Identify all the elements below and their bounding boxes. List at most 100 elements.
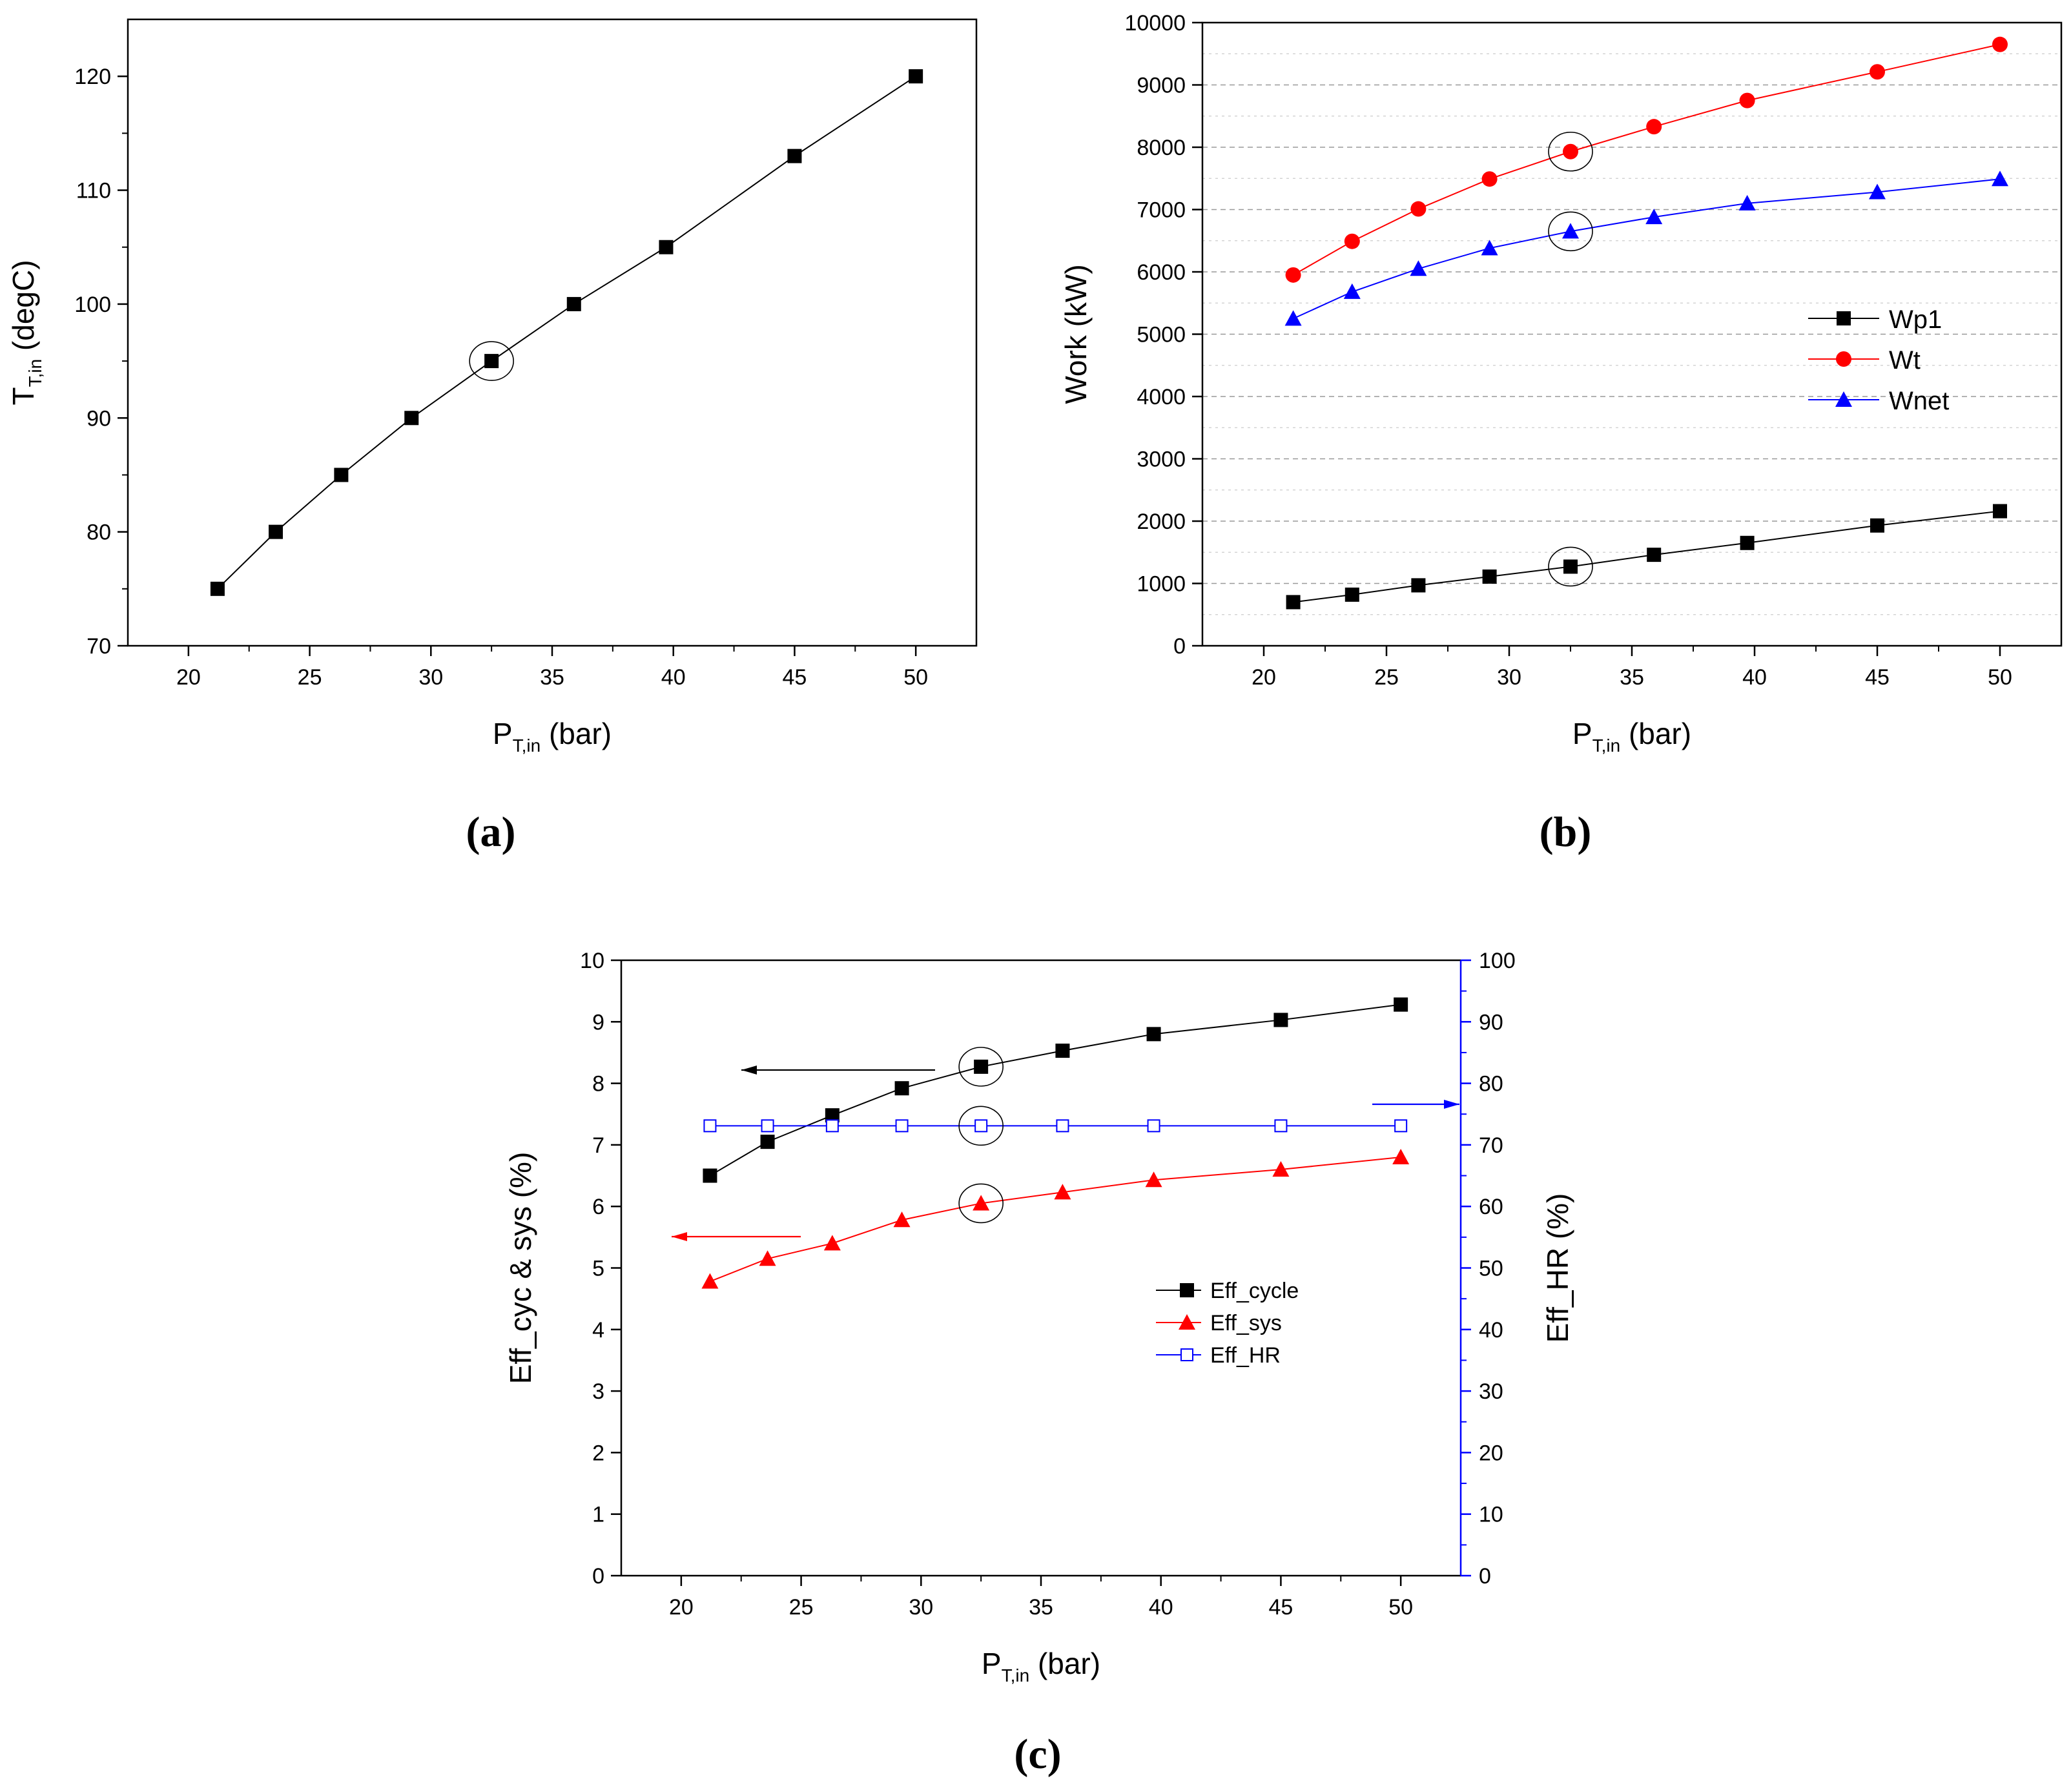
legend-label: Wnet <box>1889 387 1949 415</box>
y-right-tick-label: 60 <box>1479 1195 1503 1219</box>
y-tick-label: 0 <box>1173 634 1186 659</box>
data-point <box>269 524 283 539</box>
panel-label-c: (c) <box>1014 1731 1061 1778</box>
highlight-ellipse <box>1548 546 1593 587</box>
data-point-eff_cycle <box>1146 1027 1161 1042</box>
y-left-tick-label: 5 <box>592 1257 604 1281</box>
y-left-tick-label: 4 <box>592 1318 604 1343</box>
data-point-wnet <box>1410 260 1427 276</box>
y-right-tick-label: 20 <box>1479 1441 1503 1465</box>
y-left-axis-title: Eff_cyc & sys (%) <box>504 1152 537 1385</box>
y-right-tick-label: 50 <box>1479 1257 1503 1281</box>
y-left-tick-label: 9 <box>592 1010 604 1035</box>
highlight-ellipse <box>469 341 514 381</box>
x-axis-title: PT,in (bar) <box>493 717 612 756</box>
legend-label: Wp1 <box>1889 305 1942 334</box>
arrow-head <box>1444 1100 1459 1109</box>
y-right-tick-label: 100 <box>1479 949 1516 973</box>
data-point-eff_hr <box>1147 1119 1160 1133</box>
data-point-eff_sys <box>893 1211 911 1228</box>
data-point-eff_hr <box>895 1119 909 1133</box>
y-right-tick-label: 40 <box>1479 1318 1503 1343</box>
data-point-eff_sys <box>973 1195 990 1211</box>
data-point-wp1 <box>1345 587 1359 602</box>
data-point <box>566 296 581 311</box>
y-tick-label: 110 <box>76 179 111 203</box>
panel-label-a: (a) <box>466 808 516 856</box>
highlight-ellipse <box>958 1047 1004 1087</box>
data-point-wp1 <box>1647 548 1662 562</box>
data-point <box>659 240 674 254</box>
y-tick-label: 3000 <box>1137 448 1186 472</box>
x-tick-label: 25 <box>1374 665 1399 690</box>
data-point-eff_hr <box>1274 1119 1288 1133</box>
data-point-wt <box>1646 119 1662 135</box>
data-point-eff_hr <box>761 1119 774 1133</box>
y-left-tick-label: 0 <box>592 1564 604 1589</box>
x-tick-label: 35 <box>1620 665 1644 690</box>
x-tick-label: 35 <box>1029 1595 1053 1620</box>
highlight-ellipse <box>958 1183 1004 1224</box>
y-tick-label: 80 <box>87 520 111 545</box>
y-right-tick-label: 90 <box>1479 1010 1503 1035</box>
data-point-wp1 <box>1482 569 1497 584</box>
y-tick-label: 6000 <box>1137 260 1186 285</box>
x-tick-label: 20 <box>669 1595 694 1620</box>
data-point <box>909 69 923 84</box>
data-point-wp1 <box>1411 578 1426 593</box>
x-tick-label: 45 <box>783 665 807 690</box>
data-point-eff_cycle <box>1273 1013 1288 1027</box>
data-point <box>334 468 349 482</box>
data-point-eff_hr <box>1394 1119 1408 1133</box>
data-point-eff_cycle <box>894 1081 909 1096</box>
y-axis-title: Work (kW) <box>1059 264 1093 404</box>
series-line-t-in <box>217 76 916 590</box>
highlight-ellipse <box>1548 211 1593 252</box>
panel-b-chart: 20 25 30 35 40 45 50 0 1000 2000 3000 4000 5000 6000 7… <box>1059 11 2063 756</box>
legend-marker <box>1835 391 1852 407</box>
x-tick-label: 40 <box>661 665 686 690</box>
arrow-eff-cycle-left <box>741 1066 935 1075</box>
y-tick-label: 5000 <box>1137 323 1186 347</box>
series-line-wnet <box>1293 178 2001 320</box>
y-left-tick-label: 6 <box>592 1195 604 1219</box>
x-tick-label: 45 <box>1865 665 1890 690</box>
y-tick-label: 90 <box>87 406 111 431</box>
y-left-tick-label: 8 <box>592 1072 604 1097</box>
data-point-wnet <box>1284 310 1302 326</box>
data-point-eff_hr <box>825 1119 839 1133</box>
data-point-eff_cycle <box>825 1108 840 1123</box>
x-tick-label: 20 <box>1252 665 1276 690</box>
y-right-tick-label: 0 <box>1479 1564 1491 1589</box>
x-tick-label: 50 <box>1388 1595 1413 1620</box>
highlight-ellipse <box>958 1106 1004 1146</box>
y-tick-label: 8000 <box>1137 136 1186 160</box>
y-right-tick-label: 70 <box>1479 1133 1503 1158</box>
y-tick-label: 7000 <box>1137 198 1186 223</box>
data-point-eff_hr <box>703 1119 717 1133</box>
legend-marker <box>1836 351 1851 367</box>
data-point-eff_cycle <box>974 1059 989 1074</box>
data-point-wnet <box>1869 183 1886 200</box>
panel-a-chart: 20 25 30 35 40 45 50 70 80 90 100 110 120 PT,in (bar)… <box>6 18 978 756</box>
legend-label: Eff_HR <box>1210 1343 1281 1368</box>
series-line-wp1 <box>1293 510 2001 603</box>
y-tick-label: 100 <box>74 293 111 317</box>
legend-marker <box>1180 1283 1194 1297</box>
data-point-wnet <box>1481 240 1498 256</box>
data-point-wp1 <box>1870 518 1884 533</box>
series-line-eff_sys <box>710 1156 1401 1282</box>
legend-label: Eff_cycle <box>1210 1279 1299 1303</box>
data-point-eff_hr <box>1056 1119 1069 1133</box>
legend-marker <box>1837 311 1851 325</box>
x-tick-label: 40 <box>1742 665 1767 690</box>
y-left-tick-label: 3 <box>592 1379 604 1404</box>
x-tick-label: 35 <box>540 665 564 690</box>
x-tick-label: 40 <box>1149 1595 1173 1620</box>
data-point-eff_cycle <box>703 1168 717 1183</box>
data-point-eff_sys <box>823 1235 841 1251</box>
x-axis-title: PT,in (bar) <box>982 1647 1100 1685</box>
x-tick-label: 30 <box>909 1595 933 1620</box>
x-tick-label: 25 <box>789 1595 814 1620</box>
